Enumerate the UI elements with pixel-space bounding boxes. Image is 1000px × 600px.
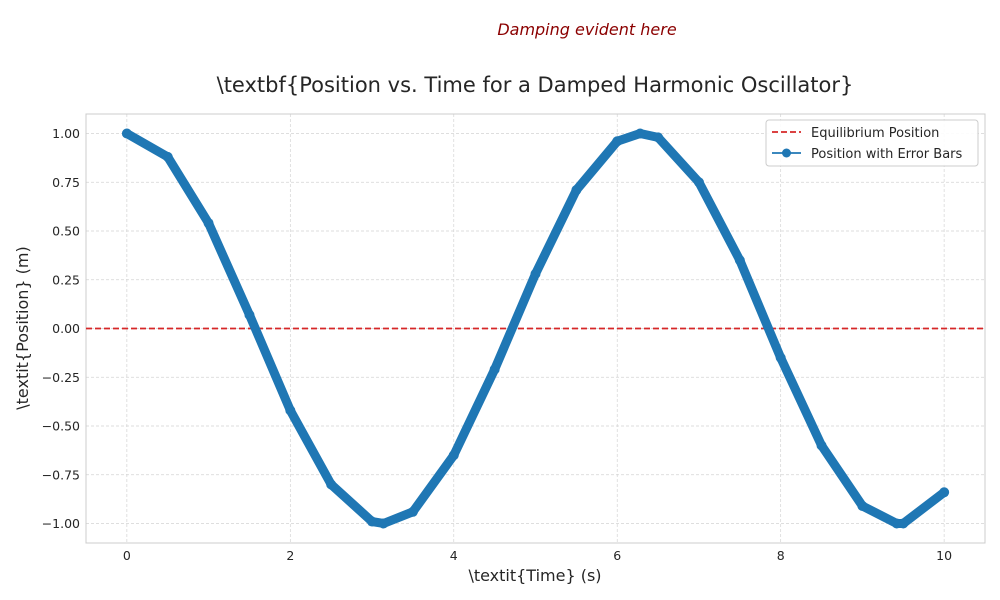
x-axis-label: \textit{Time} (s) (468, 566, 601, 585)
data-point (378, 518, 389, 529)
x-tick-label: 8 (777, 548, 785, 563)
data-point (367, 516, 378, 527)
data-point (489, 364, 500, 375)
data-point (612, 136, 623, 147)
data-point (775, 352, 786, 363)
y-tick-label: −0.25 (42, 370, 80, 385)
legend-label-position: Position with Error Bars (811, 147, 963, 162)
y-tick-label: 0.00 (52, 321, 80, 336)
grid (86, 114, 985, 543)
x-tick-label: 6 (613, 548, 621, 563)
y-tick-label: 0.50 (52, 224, 80, 239)
data-point (326, 479, 337, 490)
x-tick-label: 4 (450, 548, 458, 563)
data-point (162, 151, 173, 162)
y-tick-label: 0.25 (52, 272, 80, 287)
data-point (571, 185, 582, 196)
legend-box (765, 119, 979, 167)
data-point (285, 405, 296, 416)
data-point (530, 268, 541, 279)
data-point (693, 177, 704, 188)
y-tick-label: −1.00 (42, 516, 80, 531)
y-tick-label: 0.75 (52, 175, 80, 190)
annotation-text: Damping evident here (497, 20, 677, 39)
position-series-line (122, 129, 949, 528)
legend: Equilibrium Position Position with Error… (765, 119, 979, 167)
legend-marker-position (782, 148, 791, 158)
x-ticks: 0 2 4 6 8 10 (123, 548, 952, 563)
y-tick-label: 1.00 (52, 126, 80, 141)
x-tick-label: 0 (123, 548, 131, 563)
data-point (244, 309, 255, 320)
y-tick-label: −0.75 (42, 467, 80, 482)
data-point (203, 218, 214, 229)
data-point (448, 450, 459, 461)
data-point (857, 500, 868, 511)
plot-frame (85, 113, 986, 544)
data-point (816, 440, 827, 451)
x-tick-label: 10 (936, 548, 952, 563)
legend-label-equilibrium: Equilibrium Position (811, 126, 939, 141)
chart-title: \textbf{Position vs. Time for a Damped H… (217, 73, 854, 97)
data-point (898, 518, 909, 529)
plot-area (86, 128, 985, 529)
data-point (635, 128, 646, 139)
data-point (653, 132, 664, 143)
x-tick-label: 2 (286, 548, 294, 563)
data-point (121, 128, 132, 139)
y-ticks: 1.00 0.75 0.50 0.25 0.00 −0.25 −0.50 −0.75 −1.00 (42, 126, 80, 531)
data-point (734, 255, 745, 266)
data-point (939, 487, 950, 498)
data-point (407, 506, 418, 517)
y-tick-label: −0.50 (42, 419, 80, 434)
y-axis-label: \textit{Position} (m) (13, 246, 32, 410)
